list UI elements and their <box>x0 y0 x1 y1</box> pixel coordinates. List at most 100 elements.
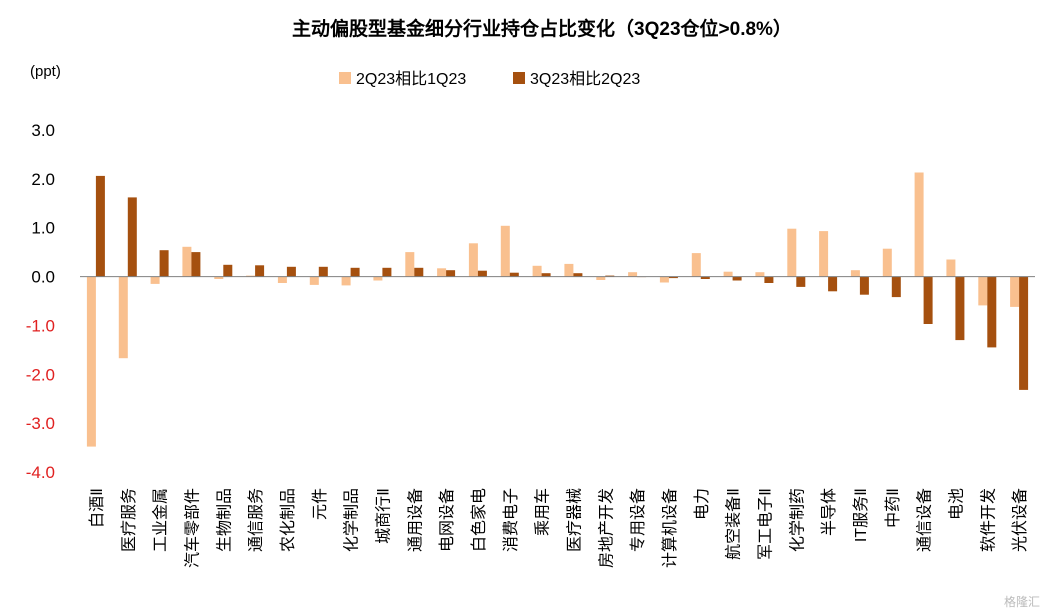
bar-series-2 <box>350 267 360 277</box>
bar-series-1 <box>691 253 701 277</box>
bar-series-1 <box>532 265 542 277</box>
bar-series-2 <box>286 266 296 277</box>
x-tick-label: 生物制品 <box>215 488 233 552</box>
x-tick-label: 电力 <box>693 488 711 520</box>
bar-series-1 <box>946 259 956 277</box>
bar-series-1 <box>468 243 478 277</box>
bars <box>86 172 1029 447</box>
bar-series-1 <box>659 276 669 283</box>
x-tick-label: IT服务Ⅱ <box>852 488 870 542</box>
bar-series-1 <box>150 276 160 284</box>
bar-series-1 <box>723 271 733 277</box>
bar-series-1 <box>755 272 765 277</box>
bar-series-2 <box>764 276 774 283</box>
x-tick-label: 专用设备 <box>629 488 647 552</box>
x-tick-label: 汽车零部件 <box>183 488 201 568</box>
x-tick-label: 半导体 <box>820 488 838 536</box>
bar-series-1 <box>882 248 892 277</box>
bar-series-1 <box>787 228 797 277</box>
bar-series-1 <box>118 276 128 359</box>
bar-series-2 <box>987 276 997 348</box>
bar-series-2 <box>255 265 265 277</box>
x-tick-label: 通信服务 <box>247 488 265 552</box>
legend-label-series-1: 2Q23相比1Q23 <box>356 70 466 88</box>
y-axis-ticks: 3.0 2.0 1.0 0.0 -1.0 -2.0 -3.0 -4.0 <box>26 121 55 482</box>
legend-swatch-series-1 <box>339 72 351 84</box>
bar-series-2 <box>668 276 678 279</box>
bar-series-2 <box>159 250 169 277</box>
x-tick-label: 航空装备Ⅱ <box>725 488 743 560</box>
bar-series-1 <box>341 276 351 286</box>
legend-label-series-2: 3Q23相比2Q23 <box>530 70 640 88</box>
x-tick-label: 光伏设备 <box>1011 488 1029 552</box>
x-tick-label: 城商行Ⅱ <box>374 488 392 544</box>
bar-series-1 <box>914 172 924 277</box>
watermark-text: 格隆汇 <box>1004 594 1040 609</box>
x-tick-label: 中药Ⅱ <box>884 488 902 528</box>
bar-series-1 <box>596 276 606 280</box>
bar-series-1 <box>214 276 224 279</box>
x-axis-ticks: 白酒Ⅱ 医疗服务 工业金属 汽车零部件 生物制品 通信服务 农化制品 元件 化学制品 城商行Ⅱ 通用… <box>88 488 1029 568</box>
bar-series-2 <box>541 273 551 277</box>
bar-series-2 <box>1019 276 1029 390</box>
bar-series-2 <box>127 197 137 277</box>
y-tick-label: -1.0 <box>26 316 55 335</box>
y-tick-label: -4.0 <box>26 463 55 482</box>
bar-series-2 <box>859 276 869 295</box>
x-tick-label: 化学制品 <box>343 488 361 552</box>
bar-series-1 <box>182 246 192 277</box>
bar-series-1 <box>405 252 415 277</box>
x-tick-label: 白色家电 <box>470 488 488 552</box>
bar-series-2 <box>477 270 487 277</box>
bar-series-1 <box>819 231 829 277</box>
bar-series-1 <box>86 276 96 447</box>
bar-series-2 <box>95 175 105 277</box>
bar-series-2 <box>923 276 933 324</box>
bar-series-1 <box>850 270 860 277</box>
x-tick-label: 军工电子Ⅱ <box>756 488 774 560</box>
bar-series-1 <box>309 276 319 285</box>
bar-series-2 <box>446 270 456 277</box>
bar-series-2 <box>700 276 710 279</box>
legend: 2Q23相比1Q23 3Q23相比2Q23 <box>339 70 640 88</box>
y-tick-label: -3.0 <box>26 414 55 433</box>
y-tick-label: 0.0 <box>31 268 55 287</box>
chart-title: 主动偏股型基金细分行业持仓占比变化（3Q23仓位>0.8%） <box>292 17 792 40</box>
bar-series-2 <box>828 276 838 292</box>
x-tick-label: 化学制药 <box>788 488 806 552</box>
x-tick-label: 白酒Ⅱ <box>88 488 106 528</box>
x-tick-label: 电池 <box>947 488 965 520</box>
bar-series-2 <box>318 266 328 277</box>
x-tick-label: 工业金属 <box>152 488 170 552</box>
bar-series-2 <box>382 267 392 277</box>
x-tick-label: 医疗服务 <box>120 488 138 552</box>
bar-series-1 <box>277 276 287 283</box>
bar-series-1 <box>437 268 447 277</box>
x-tick-label: 软件开发 <box>979 488 997 552</box>
bar-series-2 <box>573 273 583 277</box>
bar-series-2 <box>414 267 424 277</box>
x-tick-label: 计算机设备 <box>660 488 679 568</box>
bar-series-1 <box>978 276 988 306</box>
bar-series-1 <box>500 225 510 277</box>
bar-series-2 <box>509 272 519 277</box>
y-tick-label: -2.0 <box>26 365 55 384</box>
bar-series-2 <box>223 264 233 277</box>
x-tick-label: 通信设备 <box>916 488 934 552</box>
x-tick-label: 房地产开发 <box>597 488 615 568</box>
x-tick-label: 乘用车 <box>534 488 552 536</box>
y-tick-label: 2.0 <box>31 170 55 189</box>
legend-swatch-series-2 <box>513 72 525 84</box>
bar-series-2 <box>796 276 806 287</box>
y-tick-label: 1.0 <box>31 219 55 238</box>
bar-series-2 <box>191 252 201 277</box>
bar-series-2 <box>732 276 742 281</box>
x-tick-label: 农化制品 <box>279 488 297 552</box>
x-tick-label: 消费电子 <box>502 488 520 552</box>
x-tick-label: 元件 <box>311 488 329 520</box>
bar-series-2 <box>891 276 901 298</box>
y-tick-label: 3.0 <box>31 121 55 140</box>
x-tick-label: 通用设备 <box>406 488 424 552</box>
bar-series-1 <box>1010 276 1020 307</box>
